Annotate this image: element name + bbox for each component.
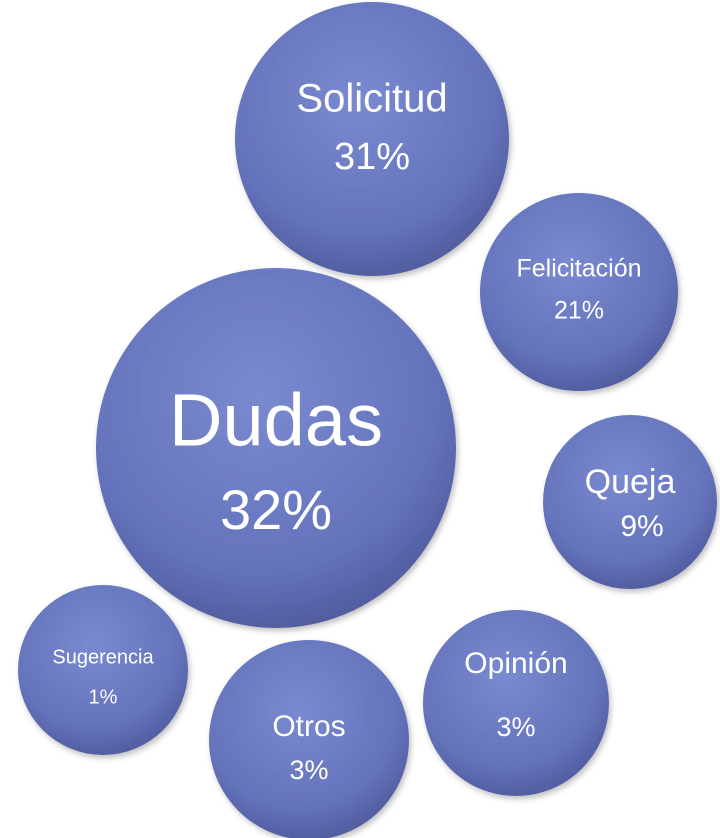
bubble-value: 3% [289, 755, 328, 785]
bubble-value: 3% [496, 712, 535, 742]
bubble-circle [543, 415, 717, 589]
bubble-value: 9% [620, 510, 663, 543]
bubble-value: 32% [220, 478, 332, 541]
bubble-value: 21% [554, 297, 604, 325]
bubble-label: Dudas [169, 379, 383, 462]
bubble: Solicitud 31% [235, 2, 509, 276]
bubble-value: 1% [89, 686, 118, 708]
bubble-label: Solicitud [296, 77, 447, 121]
bubble-value: 31% [334, 136, 410, 178]
bubble-label: Opinión [464, 647, 567, 680]
bubble-circle [423, 610, 609, 796]
bubbles: Solicitud 31% Felicitación 21% Dudas 32% Queja… [18, 2, 717, 838]
bubble-label: Felicitación [516, 255, 641, 283]
bubble: Dudas 32% [96, 268, 456, 628]
bubble-circle [480, 193, 678, 391]
bubble-label: Queja [585, 463, 676, 501]
bubble: Queja 9% [543, 415, 717, 589]
bubble-label: Otros [272, 710, 345, 743]
bubble-circle [235, 2, 509, 276]
bubble-circle [18, 585, 188, 755]
bubble: Opinión 3% [423, 610, 609, 796]
bubble: Otros 3% [209, 640, 409, 838]
bubble-circle [209, 640, 409, 838]
bubble-label: Sugerencia [52, 646, 154, 668]
bubble: Sugerencia 1% [18, 585, 188, 755]
bubble: Felicitación 21% [480, 193, 678, 391]
bubble-circle [96, 268, 456, 628]
